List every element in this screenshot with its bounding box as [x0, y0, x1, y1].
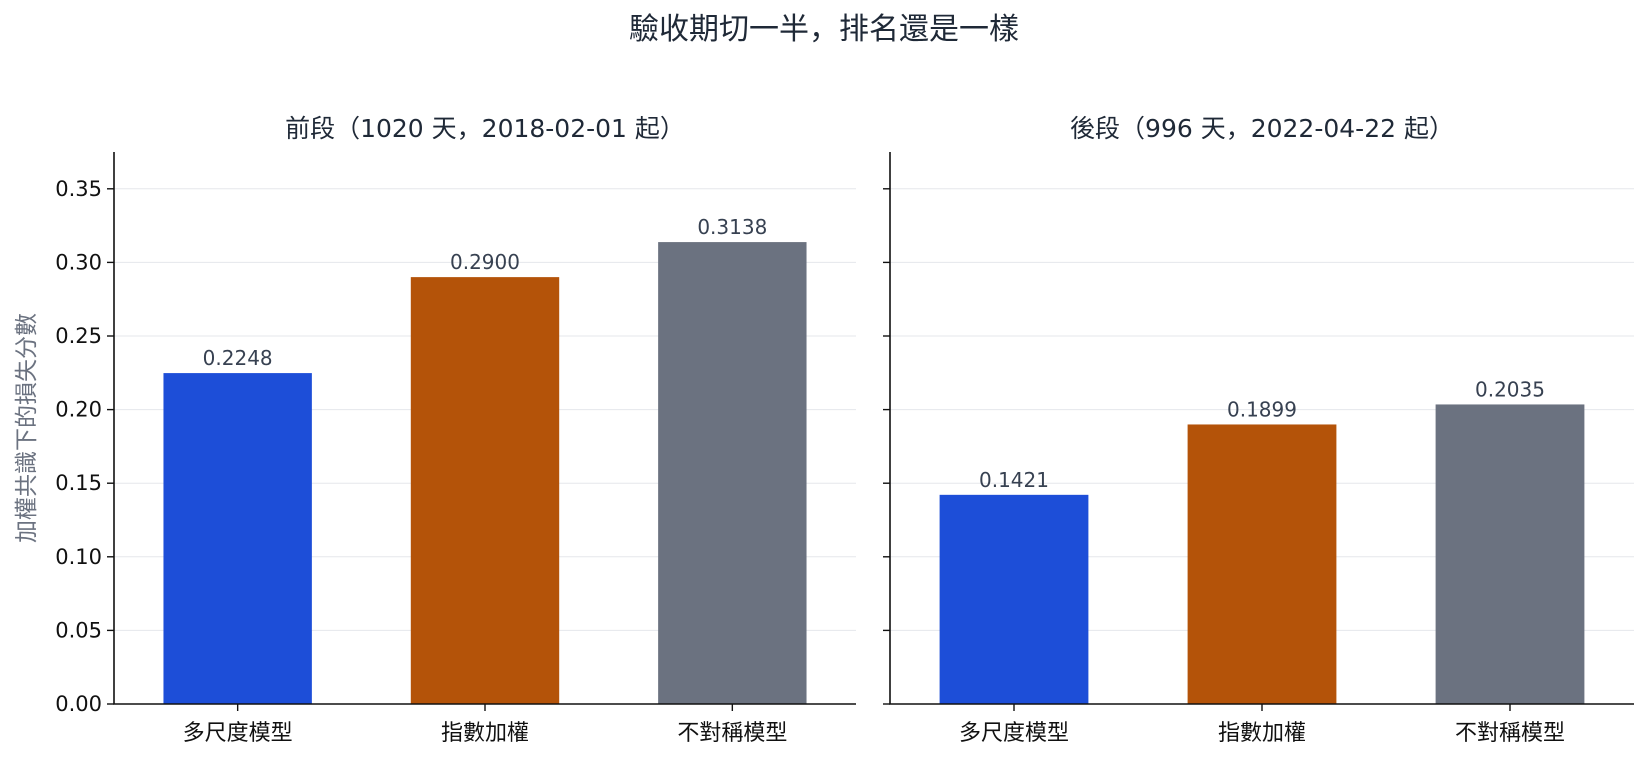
y-tick-label: 0.30: [55, 250, 102, 274]
bar: [1435, 404, 1585, 704]
bar-value-label: 0.2900: [450, 250, 520, 274]
bar: [658, 242, 807, 704]
panel-title: 前段（1020 天，2018-02-01 起）: [285, 114, 685, 143]
bar: [1187, 424, 1337, 704]
bar-value-label: 0.3138: [697, 215, 767, 239]
y-tick-label: 0.05: [55, 618, 102, 642]
bar-value-label: 0.2248: [203, 346, 273, 370]
x-tick-label: 指數加權: [441, 721, 529, 746]
x-tick-label: 多尺度模型: [959, 721, 1069, 746]
y-axis-label: 加權共識下的損失分數: [14, 313, 40, 543]
y-tick-label: 0.15: [55, 471, 102, 495]
x-tick-label: 指數加權: [1218, 721, 1306, 746]
y-tick-label: 0.20: [55, 398, 102, 422]
bar: [939, 494, 1089, 704]
chart-panel-1: 0.2248 多尺度模型 0.2900 指數加權 0.3138 不對稱模型 0.00 0.05…: [14, 114, 856, 746]
y-tick-label: 0.10: [55, 545, 102, 569]
figure-title: 驗收期切一半，排名還是一樣: [629, 12, 1019, 47]
bar: [410, 277, 560, 704]
panel-title: 後段（996 天，2022-04-22 起）: [1070, 114, 1454, 143]
bar-value-label: 0.1421: [979, 468, 1049, 492]
x-tick-label: 不對稱模型: [1455, 721, 1565, 746]
axis-spine: [113, 152, 856, 705]
y-tick-label: 0.00: [55, 692, 102, 716]
bar-value-label: 0.1899: [1227, 397, 1297, 421]
x-tick-label: 不對稱模型: [677, 721, 787, 746]
chart-panel-2: 0.1421 多尺度模型 0.1899 指數加權 0.2035 不對稱模型 後段（996 天…: [883, 114, 1634, 746]
x-tick-label: 多尺度模型: [183, 721, 293, 746]
y-tick-label: 0.35: [55, 177, 102, 201]
bar: [163, 373, 312, 704]
axis-spine: [889, 152, 1634, 705]
bar-value-label: 0.2035: [1475, 377, 1545, 401]
y-tick-label: 0.25: [55, 324, 102, 348]
